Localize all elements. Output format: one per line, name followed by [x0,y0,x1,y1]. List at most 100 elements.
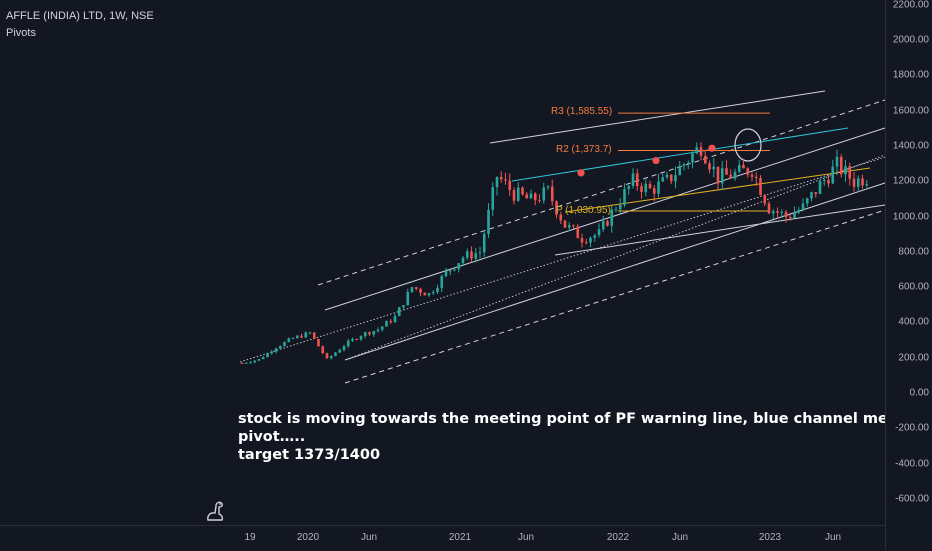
candle-body [253,360,257,363]
candle-body [729,174,733,179]
candle-body [669,174,673,182]
dinosaur-logo-icon[interactable] [203,497,229,523]
candle-body [725,168,728,175]
candle-body [529,193,533,199]
dotted-trendline [239,156,885,363]
chart-area[interactable]: AFFLE (INDIA) LTD, 1W, NSE Pivots R3 (1,… [0,0,885,525]
candle-body [610,209,614,226]
time-axis[interactable]: 19 2020 Jun 2021 Jun 2022 Jun 2023 Jun [0,525,885,551]
price-tick-label: 1200.00 [892,175,929,187]
candle-body [312,332,316,339]
candle-body [593,235,597,238]
candle-body [474,253,478,259]
candle-body [695,147,699,154]
candle-body [508,180,512,191]
candle-body [283,342,286,347]
note-line-1: stock is moving towards the meeting poin… [238,411,885,427]
candle-body [461,257,465,264]
time-tick-label: Jun [671,532,689,543]
candle-body [300,335,303,338]
symbol-title[interactable]: AFFLE (INDIA) LTD, 1W, NSE [6,10,154,22]
candle-body [436,287,439,293]
candle-body [495,176,499,188]
price-chart[interactable] [0,0,885,525]
candle-body [538,200,541,202]
candle-body [342,346,346,350]
candle-body [317,338,320,347]
candle-body [423,292,427,296]
candle-body [287,338,291,343]
candle-body [776,211,779,213]
candle-body [661,177,665,182]
candle-body [665,174,669,178]
candle-body [295,335,299,339]
outer-channel-top [489,90,826,144]
price-tick-label: 1800.00 [892,69,929,81]
candle-body [555,201,558,215]
candle-body [453,269,456,271]
indicator-name[interactable]: Pivots [6,27,36,39]
candle-body [589,237,592,243]
candle-body [793,212,796,218]
candle-body [614,209,618,211]
candle-body [822,179,826,181]
candle-body [427,293,431,296]
pivot-high-marker [708,144,716,152]
candle-body [278,346,282,349]
candle-body [708,163,711,170]
candle-body [746,168,750,175]
candle-body [784,211,788,217]
candle-body [686,162,690,165]
candle-body [338,349,342,353]
candle-body [712,166,716,170]
candle-body [818,180,822,194]
candle-body [516,187,520,201]
candle-body [805,198,809,204]
time-tick-label: Jun [517,532,535,543]
candle-body [380,326,384,330]
candle-body [699,147,703,156]
candle-body [482,233,486,253]
candle-body [321,346,325,354]
candle-body [627,185,631,189]
candle-body [797,209,801,213]
candle-body [810,192,813,199]
candle-body [244,362,248,364]
candle-body [844,166,847,175]
candle-body [801,203,805,210]
candle-body [742,164,745,169]
candle-body [648,183,652,189]
candle-body [852,178,856,187]
candle-body [856,178,860,187]
pivot-high-marker [652,156,660,165]
candle-body [737,164,741,172]
candle-body [678,165,682,176]
candle-body [368,332,371,335]
candle-body [440,276,444,288]
price-axis[interactable]: 2200.00 2000.00 1800.00 1600.00 1400.00 1200.… [885,0,932,550]
candle-body [657,181,660,194]
price-tick-label: -600.00 [895,493,929,505]
candle-body [525,194,529,199]
candle-body [691,153,694,163]
candle-body [814,192,818,194]
candle-body [618,205,622,210]
blue-channel-median [511,127,849,182]
candle-body [406,291,410,306]
candle-body [372,331,376,335]
annotation-note: stock is moving towards the meeting poin… [238,410,885,464]
candle-body [334,352,337,356]
candle-body [559,214,563,221]
price-tick-label: -200.00 [895,422,929,434]
candle-body [274,348,278,352]
pivot-label-r3: R3 (1,585.55) [551,106,613,117]
candle-body [644,183,648,192]
candle-body [861,178,864,186]
candle-body [257,359,261,361]
candle-body [640,186,643,192]
price-tick-label: 600.00 [898,281,929,293]
candle-body [733,171,737,179]
candle-body [652,188,656,194]
price-tick-label: 2000.00 [892,34,929,46]
candle-body [329,355,333,359]
